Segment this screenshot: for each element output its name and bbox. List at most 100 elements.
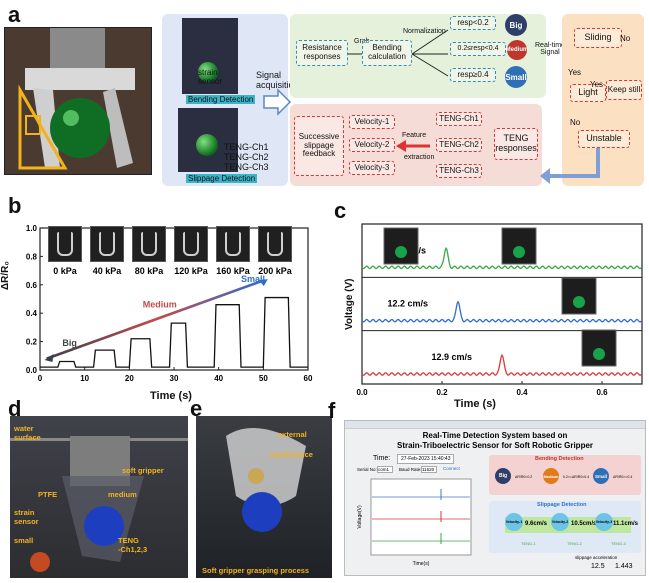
serial-no-select[interactable]: com1 (377, 466, 393, 473)
baud-rate-select[interactable]: 11520 (421, 466, 437, 473)
c-xtick-label: 0.2 (436, 388, 448, 397)
light-box: Light (570, 84, 606, 102)
b-arrow-head-left (44, 354, 54, 363)
b-trend-arrow (46, 279, 264, 360)
f-cond2: 0.2<=ΔR/R0<0.4 (563, 475, 590, 479)
baud-rate-label: Baud Rate: (399, 467, 422, 472)
bending-detection-label: Bending Detection (186, 95, 256, 104)
detection-window: Real-Time Detection System based on Stra… (344, 420, 646, 576)
b-pressure-label: 200 kPa (258, 266, 292, 276)
yes2-label: Yes (590, 80, 604, 89)
no1-label: No (620, 34, 631, 43)
velocity2-box: Velocity-2 (349, 138, 395, 152)
feature-arrow (396, 140, 430, 152)
bending-flow-arrows (348, 29, 449, 77)
successive-feedback-box: Successive slippage feedback (294, 116, 344, 176)
yes1-label: Yes (568, 68, 582, 77)
f-cond1: ΔR/R0<0.2 (515, 475, 533, 479)
normalization-label: Normalization (403, 28, 446, 35)
b-xtick-label: 40 (214, 374, 223, 383)
small-circle: Small (505, 66, 527, 88)
teng-ch3-label: TENG-Ch3 (224, 162, 269, 172)
bending-calculation-box: Bending calculation (362, 40, 412, 66)
f-small-circle: Small (593, 468, 609, 484)
velocity1-box: Velocity-1 (349, 115, 395, 129)
b-annotation-2: Small (241, 274, 265, 284)
f-x-axis-label: Time(s) (413, 561, 430, 567)
teng-ch1-label: TENG-Ch1 (224, 142, 269, 152)
bending-ball (198, 62, 218, 82)
resp-small-box: resp≥0.4 (450, 68, 496, 82)
f-cond3: ΔR/R0>=0.4 (613, 475, 633, 479)
c-speed-label-2: 12.9 cm/s (431, 352, 472, 362)
window-titlebar (345, 421, 645, 429)
teng-label-d: TENG -Ch1,2,3 (118, 536, 148, 554)
b-arrow-head-right (258, 279, 268, 287)
b-xtick-label: 0 (38, 374, 43, 383)
b-ytick-label: 1.0 (26, 224, 38, 233)
teng-responses-box: TENG responses (494, 128, 538, 160)
b-pressure-label: 120 kPa (174, 266, 208, 276)
slippage-ball (196, 134, 218, 156)
time-value: 27-Feb-2023 15:40:43 (397, 454, 455, 464)
b-xtick-label: 20 (125, 374, 134, 383)
b-pressure-photo (216, 226, 250, 262)
gripper-photo-drawing (5, 28, 151, 174)
b-ytick-label: 0.0 (26, 366, 38, 375)
b-ytick-label: 0.4 (26, 309, 38, 318)
b-annotation-1: Medium (143, 300, 177, 310)
b-ytick-label: 0.8 (26, 252, 38, 261)
extraction-label: extraction (404, 154, 435, 161)
external-label: external (278, 430, 307, 439)
c-series-line-1 (361, 300, 642, 323)
strain-sensor-label-d: strain sensor (14, 508, 39, 526)
resp-medium-box: 0.2≤resp<0.4 (450, 42, 506, 56)
b-ytick-label: 0.2 (26, 338, 38, 347)
teng2-label: TENG-2 (567, 541, 582, 546)
realtime-signal-label: Real-time Signal (535, 42, 565, 56)
panel-d-drawing (10, 436, 188, 572)
window-plot: Time(s) Voltage(V) (357, 478, 472, 567)
b-pressure-label: 80 kPa (134, 266, 164, 276)
teng-ch2-label: TENG-Ch2 (224, 152, 269, 162)
connect-button[interactable]: Connect (443, 466, 460, 471)
c-xtick-label: 0.0 (356, 388, 368, 397)
panel-e-photo (196, 416, 332, 578)
f-big-circle: Big (495, 468, 511, 484)
panel-b-xlabel: Time (s) (150, 390, 192, 402)
b-series-line (40, 296, 308, 368)
slippage-feedback-text: slippage feedback (302, 140, 336, 159)
c-speed-label-1: 12.2 cm/s (387, 299, 428, 309)
panel-e-drawing (226, 428, 306, 532)
resp-big-box: resp<0.2 (450, 16, 496, 30)
panel-a-letter: a (8, 2, 21, 27)
small-label: small (14, 536, 34, 545)
b-xtick-label: 60 (304, 374, 313, 383)
slippage-detection-title: Slippage Detection (537, 502, 587, 508)
panel-f-letter: f (328, 398, 336, 423)
window-title-1: Real-Time Detection System based on (422, 431, 568, 440)
unstable-feedback-arrow (540, 148, 600, 184)
keep-still-box: Keep still (606, 80, 642, 100)
interference-label: interference (270, 450, 313, 459)
gripper-photo (4, 27, 152, 175)
panel-d-photo (10, 416, 188, 578)
slip-accel-label: slippage acceleration (575, 555, 618, 560)
velocity3-box: Velocity-3 (349, 161, 395, 175)
b-pressure-label: 160 kPa (216, 266, 250, 276)
b-pressure-photo (132, 226, 166, 262)
slippage-detection-label: Slippage Detection (186, 174, 258, 183)
vel2-value: 10.5cm/s (571, 521, 597, 527)
b-pressure-photo (48, 226, 82, 262)
big-circle: Big (505, 14, 527, 36)
f-y-axis-label: Voltage(V) (357, 505, 363, 529)
strain-sensor-label: strain sensor (198, 68, 223, 86)
successive-text: Successive (298, 131, 340, 141)
f-medium-circle: Medium (543, 468, 559, 484)
c-series-line-2 (361, 353, 642, 376)
b-pressure-photo (90, 226, 124, 262)
b-pressure-photo (174, 226, 208, 262)
c-mini-ball-2 (573, 296, 585, 308)
b-xtick-label: 10 (80, 374, 89, 383)
b-pressure-label: 0 kPa (53, 266, 77, 276)
